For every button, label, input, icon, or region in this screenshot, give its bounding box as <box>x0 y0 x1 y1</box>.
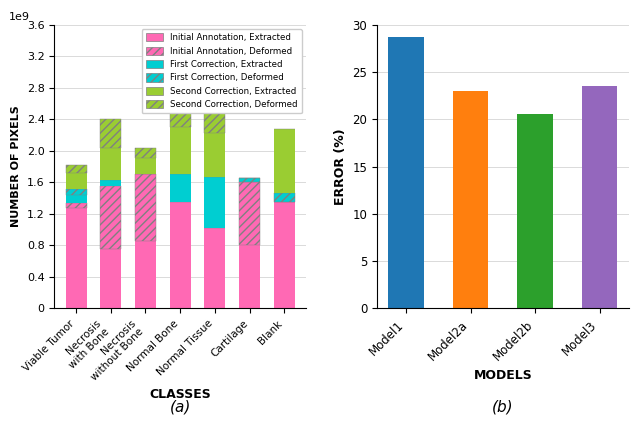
Bar <box>100 186 121 250</box>
Bar <box>100 119 121 148</box>
Bar <box>100 148 121 180</box>
Bar <box>135 148 156 158</box>
Bar <box>66 165 86 173</box>
Bar <box>204 102 225 133</box>
Bar <box>204 228 225 309</box>
Bar <box>66 173 86 189</box>
Bar <box>518 115 553 309</box>
Bar <box>453 91 488 309</box>
Bar <box>204 133 225 177</box>
Y-axis label: NUMBER OF PIXELS: NUMBER OF PIXELS <box>11 106 21 227</box>
Bar <box>66 189 86 195</box>
Bar <box>239 182 260 246</box>
Text: (b): (b) <box>492 399 514 414</box>
Bar <box>239 246 260 309</box>
Bar <box>135 174 156 241</box>
Bar <box>170 174 191 202</box>
Bar <box>274 130 294 193</box>
Bar <box>170 202 191 309</box>
Bar <box>66 208 86 309</box>
Bar <box>239 178 260 182</box>
X-axis label: CLASSES: CLASSES <box>149 388 211 401</box>
X-axis label: MODELS: MODELS <box>474 369 532 381</box>
Bar <box>66 195 86 203</box>
Bar <box>135 158 156 174</box>
Bar <box>274 202 294 309</box>
Bar <box>582 86 618 309</box>
Text: (a): (a) <box>170 399 191 414</box>
Bar <box>135 241 156 309</box>
Legend: Initial Annotation, Extracted, Initial Annotation, Deformed, First Correction, E: Initial Annotation, Extracted, Initial A… <box>141 29 302 113</box>
Bar <box>274 193 294 202</box>
Bar <box>100 180 121 186</box>
Y-axis label: ERROR (%): ERROR (%) <box>334 128 347 205</box>
Bar <box>204 177 225 228</box>
Bar <box>66 203 86 208</box>
Bar <box>388 37 424 309</box>
Bar <box>170 127 191 174</box>
Text: 1e9: 1e9 <box>9 12 30 22</box>
Bar <box>170 111 191 127</box>
Bar <box>100 250 121 309</box>
